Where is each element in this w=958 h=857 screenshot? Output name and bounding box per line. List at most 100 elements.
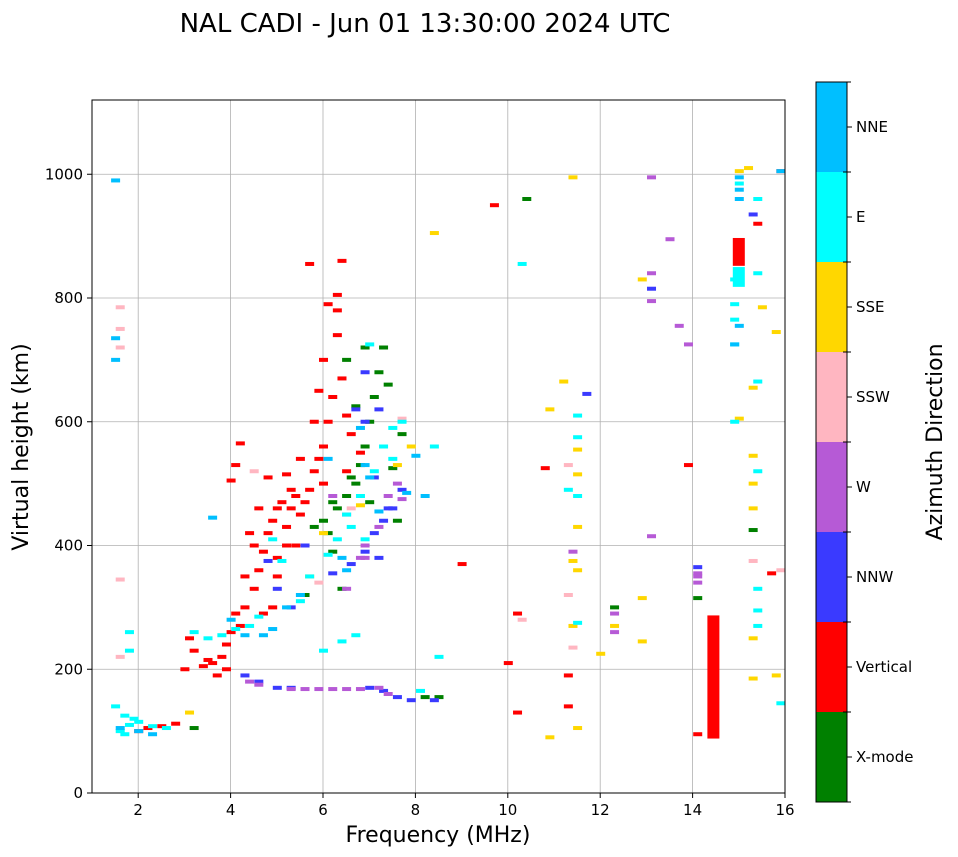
data-point xyxy=(346,432,356,437)
data-point xyxy=(522,197,532,201)
data-point xyxy=(369,395,379,399)
data-point xyxy=(226,630,236,635)
data-point xyxy=(360,549,370,554)
data-point xyxy=(429,698,439,703)
data-point xyxy=(319,531,328,536)
data-point xyxy=(263,531,273,536)
data-point xyxy=(254,679,264,684)
colorbar-tick-label: SSE xyxy=(856,298,885,316)
data-point xyxy=(383,494,393,498)
data-point xyxy=(268,627,278,632)
data-point xyxy=(268,605,278,610)
data-point xyxy=(115,326,125,331)
colorbar-tick-label: NNW xyxy=(856,568,893,586)
data-point xyxy=(379,444,389,449)
y-tick-label: 800 xyxy=(54,289,83,307)
data-point xyxy=(610,605,620,610)
data-point xyxy=(332,537,342,542)
data-point xyxy=(374,370,384,375)
data-point xyxy=(753,271,763,276)
data-point xyxy=(753,221,763,226)
data-point xyxy=(365,419,375,424)
data-point xyxy=(610,630,620,635)
colorbar-label: Azimuth Direction xyxy=(923,343,948,540)
data-point xyxy=(379,518,389,523)
colorbar-tick-label: SSW xyxy=(856,388,890,406)
data-point xyxy=(545,407,555,412)
data-point xyxy=(189,648,199,653)
data-point xyxy=(115,305,125,310)
data-point xyxy=(319,357,328,362)
data-point xyxy=(388,425,398,430)
data-point xyxy=(328,494,338,498)
data-point xyxy=(189,630,199,635)
trace-bar xyxy=(732,267,745,287)
data-point xyxy=(208,661,218,666)
data-point xyxy=(231,611,241,616)
data-point xyxy=(305,261,315,266)
data-point xyxy=(115,577,125,582)
data-point xyxy=(734,416,744,421)
data-point xyxy=(573,726,583,731)
data-point xyxy=(282,524,292,529)
data-point xyxy=(189,726,199,731)
data-point xyxy=(568,623,578,628)
data-point xyxy=(263,558,273,563)
data-point xyxy=(397,487,407,492)
data-point xyxy=(323,456,333,461)
data-point xyxy=(693,574,703,579)
data-point xyxy=(286,506,296,511)
trace-bar xyxy=(732,237,745,266)
data-point xyxy=(161,726,171,731)
data-point xyxy=(744,166,754,171)
data-point xyxy=(776,701,786,706)
data-point xyxy=(392,695,402,700)
data-point xyxy=(328,395,338,399)
data-point xyxy=(753,197,763,201)
data-point xyxy=(351,404,361,409)
data-point xyxy=(365,342,375,347)
data-point xyxy=(757,305,767,310)
data-point xyxy=(342,687,352,692)
data-point xyxy=(323,531,333,536)
data-point xyxy=(365,685,375,690)
data-point xyxy=(332,308,342,313)
data-point xyxy=(111,357,121,362)
data-point xyxy=(374,407,384,412)
data-point xyxy=(734,169,744,174)
data-point xyxy=(332,506,342,511)
data-point xyxy=(392,518,402,523)
data-point xyxy=(351,633,361,638)
data-point xyxy=(683,342,693,347)
data-point xyxy=(254,682,264,687)
colorbar-segment xyxy=(816,712,847,802)
data-point xyxy=(776,169,786,174)
x-tick-label: 14 xyxy=(683,801,702,819)
data-point xyxy=(342,568,352,573)
data-point xyxy=(374,555,384,560)
x-axis-label: Frequency (MHz) xyxy=(346,823,531,848)
data-point xyxy=(683,463,693,468)
data-point xyxy=(309,419,319,424)
y-tick-label: 0 xyxy=(73,784,83,802)
data-point xyxy=(734,187,744,192)
data-point xyxy=(637,277,647,282)
x-tick-label: 8 xyxy=(411,801,421,819)
data-point xyxy=(337,639,347,644)
data-point xyxy=(360,444,370,449)
data-point xyxy=(134,719,144,724)
data-point xyxy=(540,466,550,471)
plot-area: 2 4 6 8 10 12 14 16 0 200 400 600 800 1000 xyxy=(45,99,795,819)
data-point xyxy=(323,419,333,424)
data-point xyxy=(221,642,231,647)
data-point xyxy=(314,580,324,585)
data-point xyxy=(309,524,319,529)
data-point xyxy=(734,175,744,180)
data-point xyxy=(346,524,356,529)
x-axis-ticks: 2 4 6 8 10 12 14 16 xyxy=(133,793,795,819)
data-point xyxy=(295,599,305,604)
data-point xyxy=(489,203,499,208)
data-point xyxy=(143,726,153,731)
colorbar-tick-label: E xyxy=(856,208,865,226)
data-point xyxy=(647,286,657,291)
